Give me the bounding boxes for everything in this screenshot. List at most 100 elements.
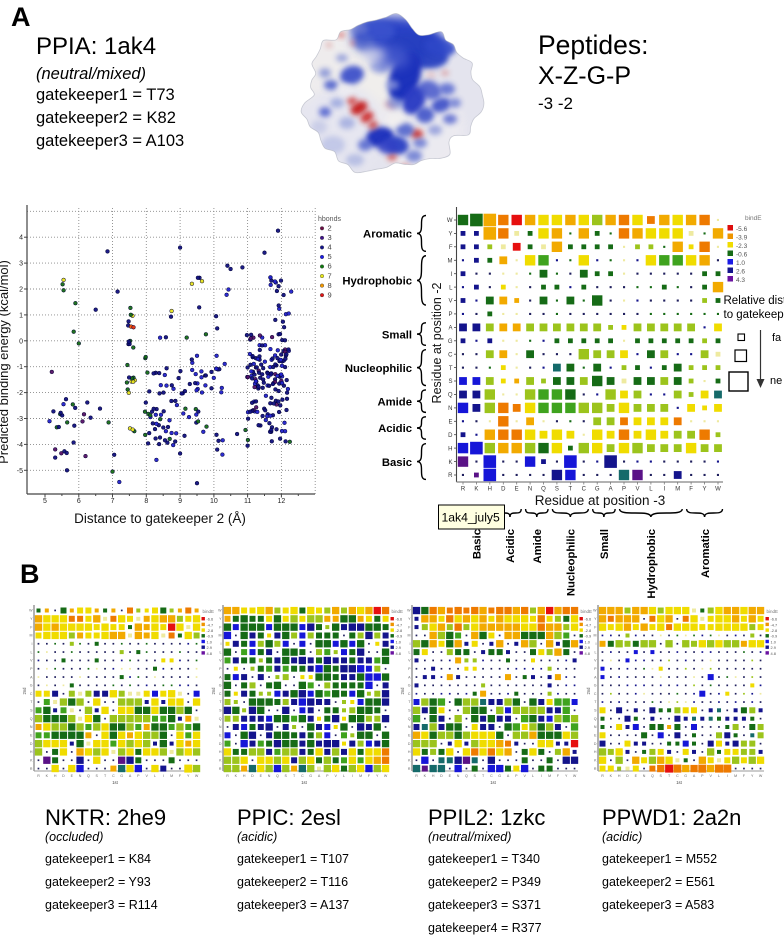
svg-text:4: 4 — [328, 243, 332, 252]
svg-text:1.0: 1.0 — [585, 639, 591, 644]
svg-text:V: V — [523, 774, 526, 778]
svg-text:11: 11 — [244, 498, 251, 505]
svg-text:-0.6: -0.6 — [736, 252, 748, 259]
svg-text:E: E — [448, 420, 452, 426]
svg-text:-5: -5 — [17, 468, 23, 475]
svg-text:-0.9: -0.9 — [771, 634, 778, 639]
svg-text:A: A — [408, 675, 411, 679]
svg-text:-3.9: -3.9 — [736, 235, 748, 242]
svg-text:C: C — [30, 692, 33, 696]
svg-text:9: 9 — [328, 290, 332, 299]
svg-text:Y: Y — [30, 617, 33, 621]
svg-text:F: F — [179, 774, 182, 778]
svg-text:Y: Y — [565, 774, 568, 778]
svg-text:-0.9: -0.9 — [585, 634, 592, 639]
svg-text:D: D — [30, 742, 33, 746]
svg-text:-5.6: -5.6 — [736, 226, 748, 233]
svg-text:0: 0 — [19, 338, 23, 345]
svg-text:C: C — [301, 774, 304, 778]
svg-text:M: M — [594, 634, 597, 638]
svg-text:A: A — [129, 774, 132, 778]
svg-text:W: W — [384, 774, 388, 778]
svg-text:W: W — [447, 218, 453, 224]
svg-text:S: S — [555, 487, 559, 493]
svg-text:S: S — [30, 709, 33, 713]
svg-text:8: 8 — [328, 281, 332, 290]
svg-text:I: I — [663, 487, 665, 493]
svg-text:Q: Q — [30, 717, 33, 721]
svg-text:K: K — [424, 774, 427, 778]
svg-text:N: N — [448, 406, 452, 412]
svg-text:to gatekeeper 2: to gatekeeper 2 — [724, 309, 784, 321]
svg-text:H: H — [408, 750, 411, 754]
svg-text:D: D — [501, 487, 506, 493]
svg-text:P: P — [408, 667, 411, 671]
svg-text:H: H — [54, 774, 57, 778]
svg-text:T: T — [219, 700, 222, 704]
svg-text:2.6: 2.6 — [736, 269, 745, 276]
svg-text:M: M — [548, 774, 551, 778]
svg-text:Relative distance: Relative distance — [724, 295, 784, 307]
svg-text:D: D — [448, 433, 453, 439]
svg-text:E: E — [260, 774, 263, 778]
svg-text:D: D — [594, 742, 597, 746]
svg-text:R: R — [219, 767, 222, 771]
svg-text:H: H — [432, 774, 435, 778]
svg-text:Hydrophobic: Hydrophobic — [646, 529, 658, 599]
svg-text:2: 2 — [328, 224, 332, 233]
svg-text:P: P — [594, 667, 597, 671]
svg-text:V: V — [594, 659, 597, 663]
svg-text:-2: -2 — [17, 390, 23, 397]
svg-text:P: P — [326, 774, 329, 778]
svg-text:Aromatic: Aromatic — [363, 229, 412, 241]
svg-text:E: E — [219, 734, 222, 738]
svg-text:2: 2 — [19, 287, 23, 294]
svg-text:-2.3: -2.3 — [736, 243, 748, 250]
svg-text:R: R — [408, 767, 411, 771]
svg-text:K: K — [610, 774, 613, 778]
svg-text:A: A — [693, 774, 696, 778]
svg-text:S: S — [408, 709, 411, 713]
svg-text:V: V — [448, 299, 452, 305]
svg-text:A: A — [448, 326, 452, 332]
svg-text:V: V — [709, 774, 712, 778]
svg-text:F: F — [689, 487, 693, 493]
svg-text:I: I — [221, 642, 222, 646]
svg-text:D: D — [626, 774, 629, 778]
svg-text:D: D — [251, 774, 254, 778]
svg-text:-6.6: -6.6 — [585, 617, 592, 622]
svg-text:I: I — [352, 774, 353, 778]
svg-text:1.0: 1.0 — [736, 260, 745, 267]
svg-text:S: S — [448, 379, 452, 385]
svg-text:C: C — [490, 774, 493, 778]
svg-text:1ak4_july5: 1ak4_july5 — [442, 511, 500, 525]
svg-text:V: V — [635, 487, 639, 493]
svg-text:Predicted binding energy (kcal: Predicted binding energy (kcal/mol) — [0, 260, 11, 464]
svg-text:S: S — [474, 774, 477, 778]
svg-text:N: N — [643, 774, 646, 778]
svg-text:Basic: Basic — [472, 529, 484, 559]
svg-text:bindE: bindE — [581, 609, 593, 614]
svg-text:8: 8 — [144, 498, 148, 505]
svg-text:T: T — [449, 366, 453, 372]
svg-text:Q: Q — [408, 717, 411, 721]
svg-text:H: H — [488, 487, 492, 493]
svg-text:K: K — [448, 460, 452, 466]
svg-text:K: K — [46, 774, 49, 778]
svg-text:Q: Q — [541, 487, 546, 493]
svg-text:ne: ne — [770, 375, 782, 387]
svg-text:-4.7: -4.7 — [585, 622, 592, 627]
svg-text:-1: -1 — [17, 364, 23, 371]
svg-text:bindE: bindE — [203, 609, 215, 614]
svg-text:M: M — [219, 634, 222, 638]
svg-text:G: G — [684, 774, 687, 778]
svg-text:12: 12 — [277, 498, 285, 505]
svg-text:1.0: 1.0 — [771, 639, 777, 644]
svg-text:F: F — [408, 625, 411, 629]
svg-text:D: D — [219, 742, 222, 746]
svg-text:M: M — [448, 258, 453, 264]
svg-text:W: W — [29, 609, 33, 613]
svg-text:L: L — [595, 650, 597, 654]
svg-text:Amide: Amide — [532, 529, 544, 564]
svg-text:R: R — [226, 774, 229, 778]
